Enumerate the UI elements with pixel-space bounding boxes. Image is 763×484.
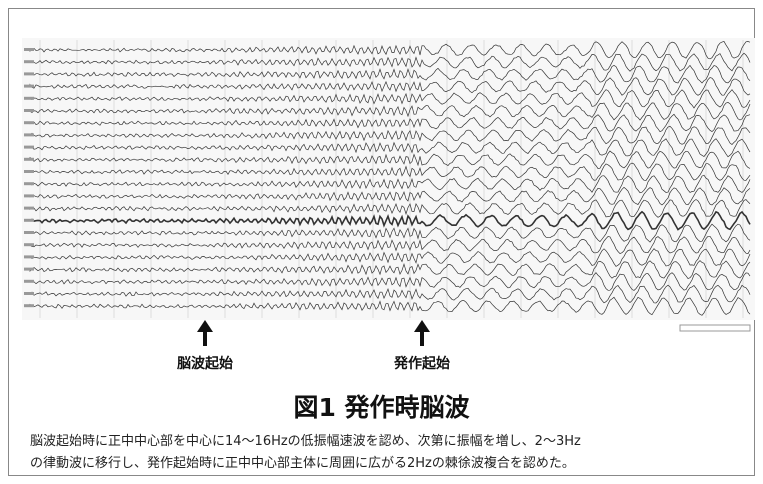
channel-label: [24, 231, 34, 234]
caption-line: 脳波起始時に正中中心部を中心に14〜16Hzの低振幅速波を認め、次第に振幅を増し…: [30, 430, 581, 449]
channel-label: [24, 304, 34, 307]
channel-label: [24, 219, 34, 222]
channel-label: [24, 85, 34, 88]
channel-label: [24, 243, 34, 246]
channel-label: [24, 97, 34, 100]
channel-label: [24, 121, 34, 124]
figure-title: 図1 発作時脳波: [0, 388, 763, 424]
scale-bar: [680, 325, 750, 331]
channel-label: [24, 146, 34, 149]
channel-label: [24, 207, 34, 210]
page: 脳波起始 発作起始 図1 発作時脳波 脳波起始時に正中中心部を中心に14〜16H…: [0, 0, 763, 484]
channel-label: [24, 133, 34, 136]
arrow-label: 発作起始: [394, 353, 450, 373]
channel-label: [24, 109, 34, 112]
caption-line: の律動波に移行し、発作起始時に正中中心部主体に周囲に広がる2Hzの棘徐波複合を認…: [30, 452, 575, 471]
channel-label: [24, 170, 34, 173]
channel-label: [24, 48, 34, 51]
channel-label: [24, 255, 34, 258]
arrow: [414, 320, 430, 346]
channel-label: [24, 194, 34, 197]
channel-label: [24, 158, 34, 161]
eeg-background: [22, 38, 755, 320]
channel-label: [24, 268, 34, 271]
channel-label: [24, 60, 34, 63]
arrow: [197, 320, 213, 346]
channel-label: [24, 292, 34, 295]
channel-label: [24, 72, 34, 75]
arrow-label: 脳波起始: [177, 353, 233, 373]
eeg-image: [22, 38, 755, 320]
channel-label: [24, 182, 34, 185]
channel-label: [24, 280, 34, 283]
